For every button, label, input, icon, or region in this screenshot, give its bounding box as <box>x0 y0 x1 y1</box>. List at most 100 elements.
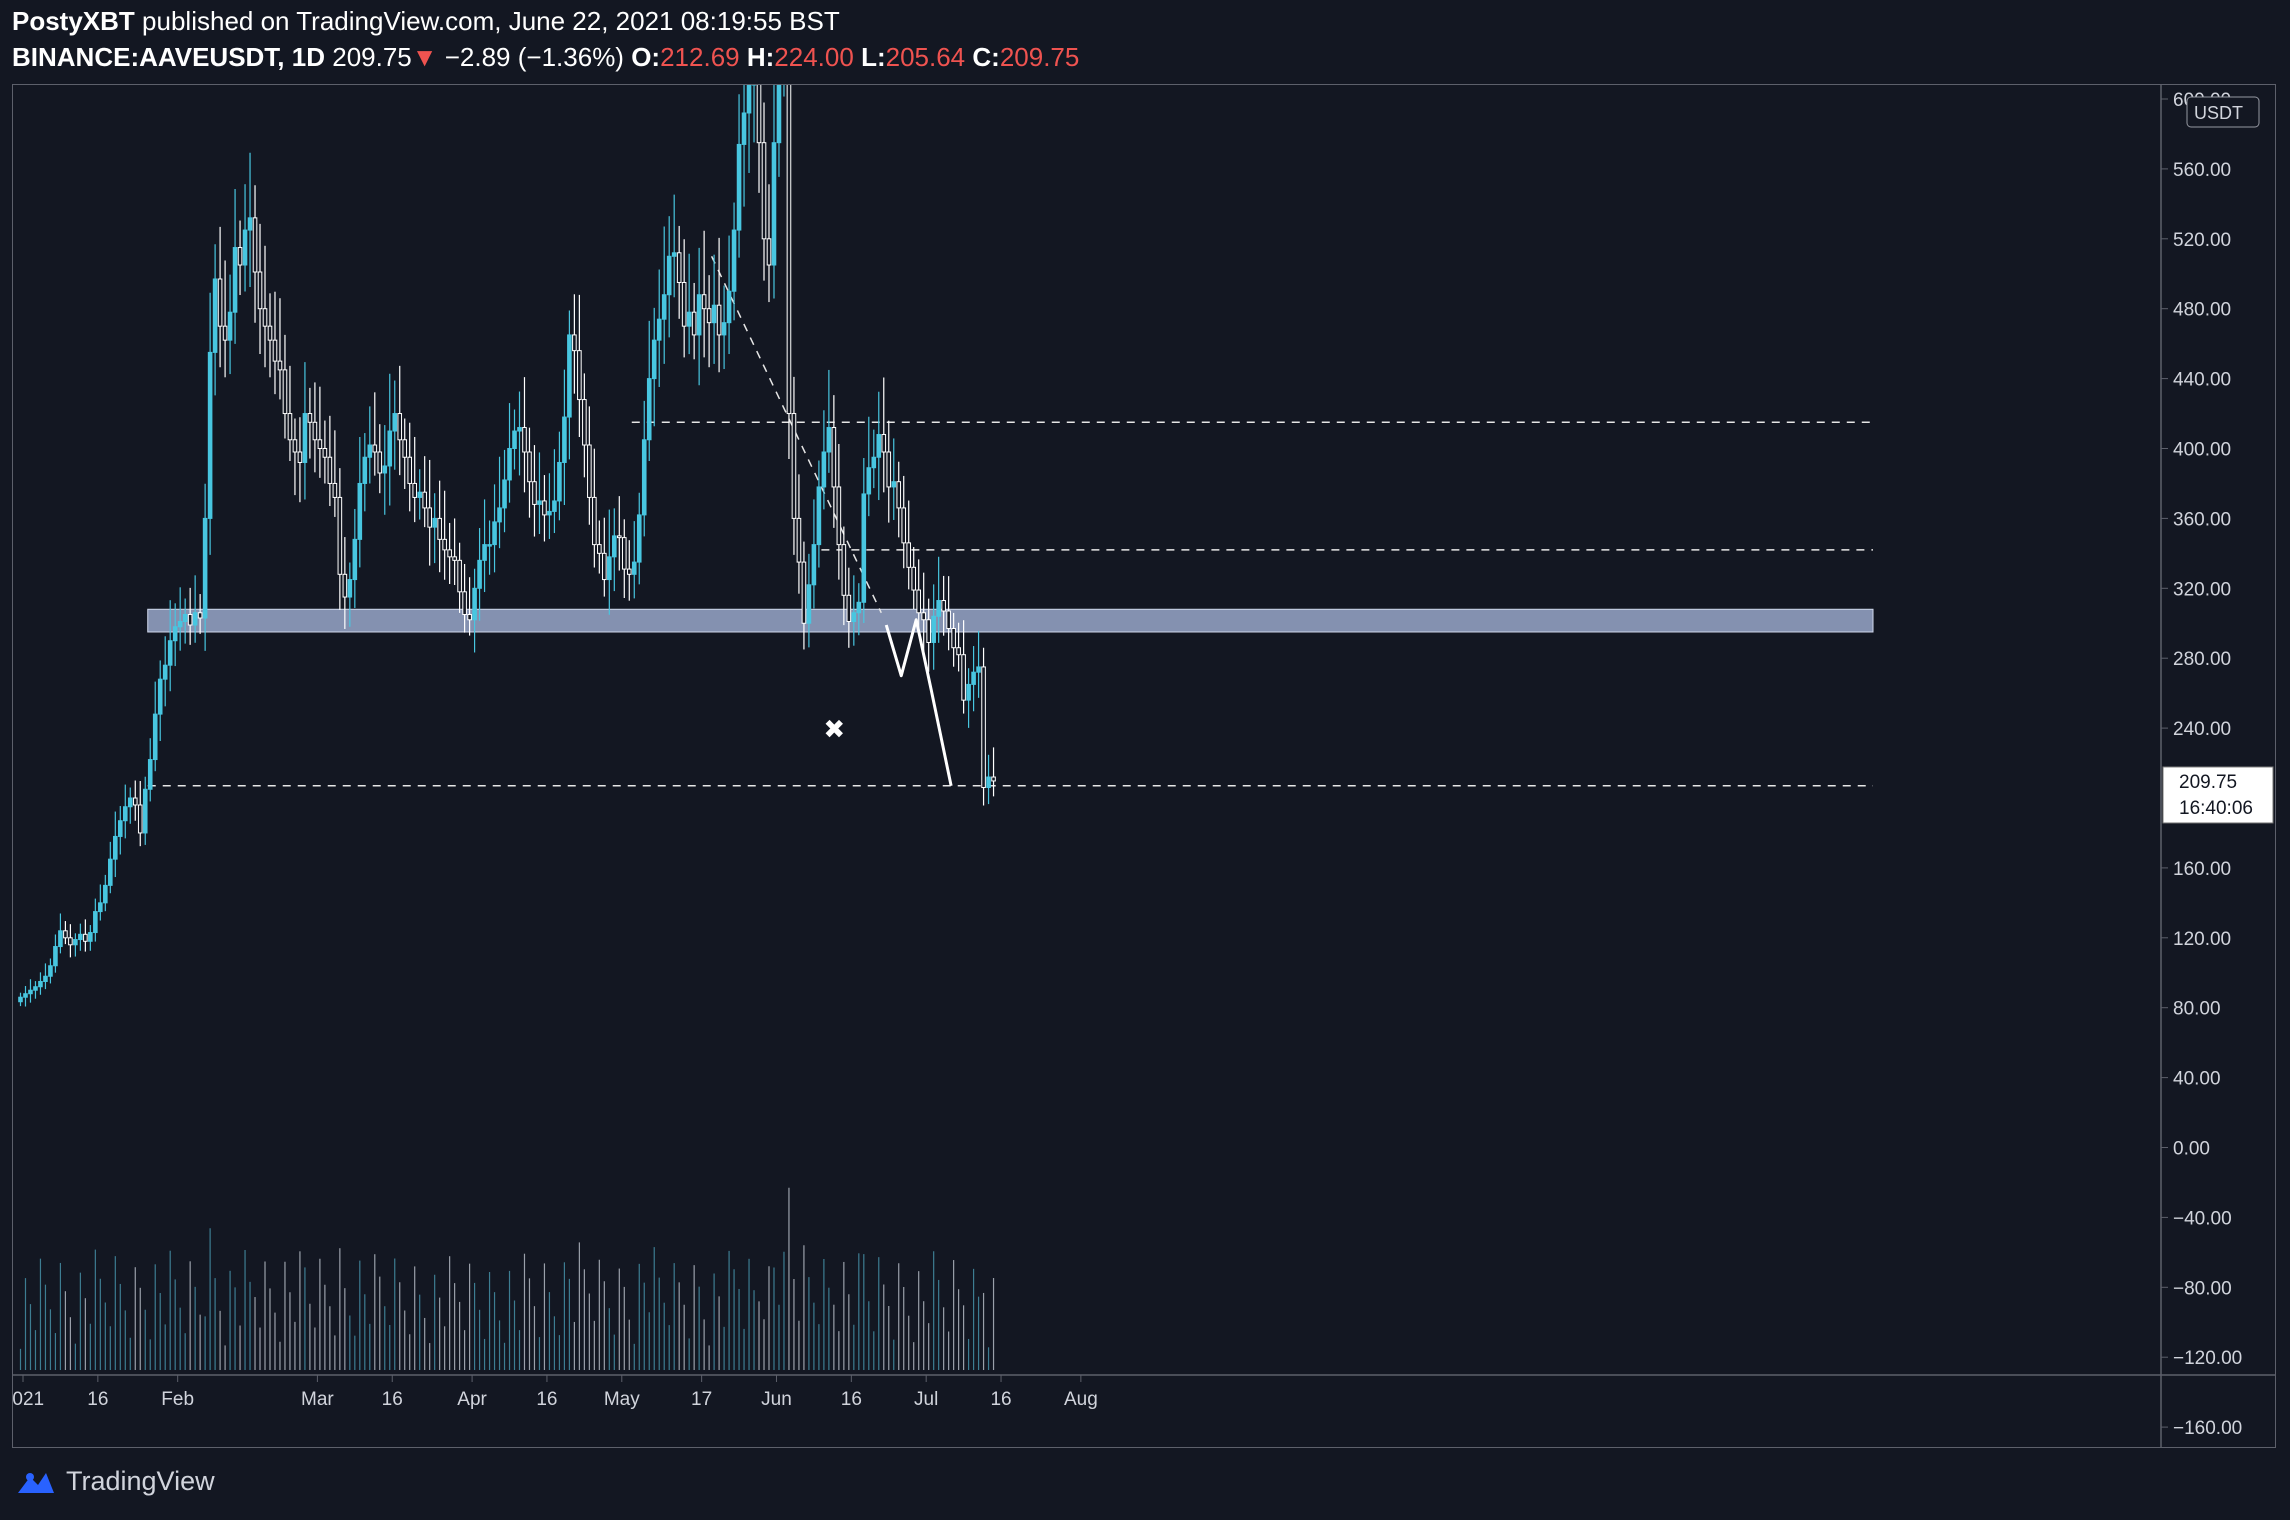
candle-down <box>132 797 138 806</box>
candle-up <box>502 479 507 509</box>
candle-up <box>38 980 43 988</box>
candle-down <box>756 85 762 144</box>
candle-down <box>841 544 847 596</box>
close-label: C: <box>972 42 1000 72</box>
price-axis-ticks: 760.00720.00680.00640.00600.00560.00520.… <box>2161 90 2242 1439</box>
candle-up <box>487 544 492 547</box>
candle-up <box>726 290 732 324</box>
candle-up <box>721 322 727 336</box>
candle-down <box>626 568 632 575</box>
candle-down <box>766 238 772 266</box>
candle-up <box>811 544 817 586</box>
candle-down <box>437 517 442 540</box>
down-arrow-icon: ▼ <box>411 42 438 72</box>
candle-up <box>976 666 981 673</box>
candle-up <box>736 143 742 231</box>
candle-up <box>931 615 936 643</box>
candle-up <box>23 993 28 998</box>
countdown-label: 16:40:06 <box>2179 798 2253 819</box>
y-tick-label: 520.00 <box>2173 230 2231 251</box>
candle-up <box>103 884 108 904</box>
candle-down <box>906 542 912 568</box>
candle-down <box>961 654 966 701</box>
candle-up <box>826 427 832 453</box>
candle-up <box>612 535 617 558</box>
publisher-name[interactable]: PostyXBT <box>12 6 135 36</box>
candle-up <box>387 430 393 467</box>
candle-up <box>497 507 502 523</box>
candle-down <box>527 451 532 483</box>
candle-down <box>187 614 193 626</box>
candle-up <box>986 776 991 789</box>
candle-down <box>402 439 408 458</box>
candle-up <box>362 456 368 484</box>
candle-up <box>382 465 388 474</box>
candle-down <box>217 278 223 327</box>
chart-frame[interactable]: ✖760.00720.00680.00640.00600.00560.00520… <box>12 84 2276 1448</box>
candle-up <box>347 579 353 598</box>
candle-up <box>562 416 567 463</box>
candle-up <box>242 229 248 266</box>
candle-up <box>741 112 747 145</box>
candle-down <box>701 294 707 310</box>
candle-down <box>956 647 961 656</box>
candle-down <box>801 561 807 624</box>
candle-down <box>616 535 622 539</box>
candle-up <box>557 461 562 502</box>
candle-up <box>656 318 662 341</box>
currency-box <box>2186 96 2260 128</box>
y-tick-label: −80.00 <box>2173 1278 2232 1299</box>
symbol-interval[interactable]: BINANCE:AAVEUSDT, 1D <box>12 42 325 72</box>
candle-down <box>881 434 887 453</box>
candle-down <box>307 413 313 423</box>
candle-down <box>572 334 577 352</box>
candle-down <box>577 350 582 401</box>
candle-down <box>592 496 597 546</box>
candle-down <box>83 933 88 942</box>
candle-down <box>317 439 323 450</box>
candle-down <box>63 930 68 939</box>
open-label: O: <box>631 42 661 72</box>
candle-down <box>901 507 907 544</box>
candle-down <box>597 544 602 554</box>
candle-up <box>966 683 971 701</box>
y-tick-label: −160.00 <box>2173 1418 2242 1439</box>
x-tick-label: 2021 <box>13 1389 44 1410</box>
candle-up <box>636 514 642 563</box>
candle-up <box>641 439 647 516</box>
candle-down <box>587 444 592 498</box>
candle-up <box>147 759 153 790</box>
x-tick-label: 16 <box>536 1389 557 1410</box>
publication-line: PostyXBT published on TradingView.com, J… <box>12 6 840 37</box>
candle-up <box>122 806 128 822</box>
last-price: 209.75 <box>332 42 412 72</box>
candle-down <box>462 591 467 616</box>
candle-up <box>821 451 827 488</box>
candle-up <box>53 946 58 967</box>
candle-up <box>552 500 557 512</box>
y-tick-label: 320.00 <box>2173 579 2231 600</box>
x-tick-label: Aug <box>1064 1389 1098 1410</box>
candle-up <box>28 989 33 995</box>
candle-up <box>646 378 652 441</box>
y-tick-label: 480.00 <box>2173 300 2231 321</box>
candle-down <box>397 413 403 441</box>
candle-up <box>537 500 542 505</box>
candle-up <box>302 413 308 463</box>
tradingview-branding[interactable]: TradingView <box>16 1466 215 1497</box>
candle-up <box>202 517 208 619</box>
x-tick-label: 16 <box>990 1389 1011 1410</box>
candle-down <box>896 481 902 509</box>
price-chart[interactable]: ✖760.00720.00680.00640.00600.00560.00520… <box>13 85 2275 1447</box>
candle-down <box>941 600 946 612</box>
x-tick-label: Apr <box>457 1389 487 1410</box>
candle-up <box>651 339 657 380</box>
candle-down <box>412 482 418 498</box>
candle-down <box>991 776 996 782</box>
candle-down <box>322 448 328 458</box>
candle-up <box>352 538 358 581</box>
candle-up <box>117 820 123 837</box>
candle-up <box>127 797 133 808</box>
y-tick-label: 0.00 <box>2173 1139 2210 1160</box>
candle-up <box>512 430 517 449</box>
